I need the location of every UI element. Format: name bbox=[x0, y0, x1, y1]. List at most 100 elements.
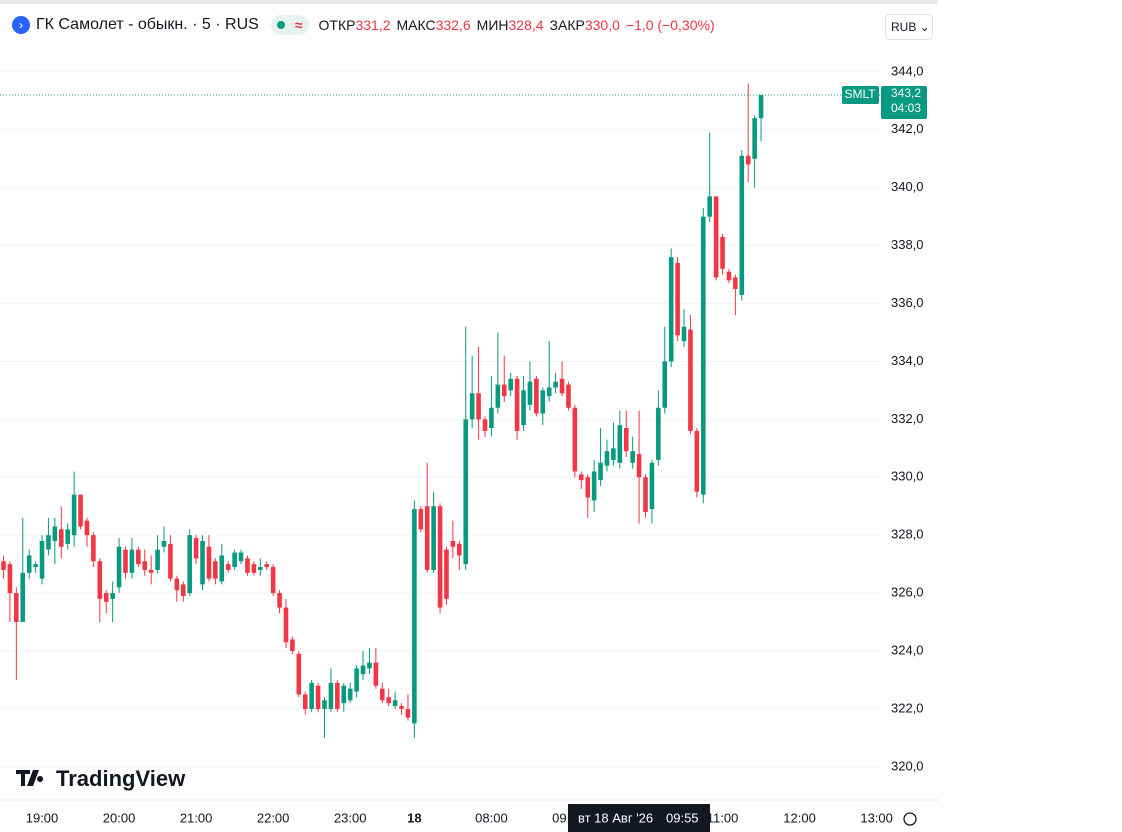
candle-body bbox=[495, 384, 501, 408]
candle-body bbox=[623, 428, 629, 452]
high-label: МАКС bbox=[396, 17, 436, 33]
candle-body bbox=[58, 529, 64, 547]
candle-body bbox=[694, 430, 700, 492]
symbol[interactable]: ГК Самолет - обыкн. · 5 · RUS bbox=[36, 16, 259, 33]
candle-body bbox=[643, 477, 648, 513]
candle-body bbox=[752, 118, 757, 159]
candle-body bbox=[598, 462, 603, 481]
candle-body bbox=[514, 378, 520, 431]
candle-body bbox=[713, 196, 719, 278]
candle-body bbox=[168, 543, 173, 579]
candle-body bbox=[566, 384, 571, 408]
x-tick-label: 23:00 bbox=[334, 810, 367, 825]
low-label: МИН bbox=[476, 17, 509, 33]
candle-body bbox=[302, 694, 308, 709]
candle-body bbox=[1, 561, 6, 570]
candle-body bbox=[335, 682, 340, 709]
candle-body bbox=[270, 567, 276, 594]
candle-body bbox=[52, 526, 58, 541]
candle-body bbox=[630, 451, 635, 463]
candle-body bbox=[309, 682, 314, 709]
candle-body bbox=[296, 653, 302, 695]
candle-body bbox=[636, 454, 642, 478]
y-tick-label: 334,0 bbox=[891, 353, 924, 368]
change-value: −1,0 (−0,30%) bbox=[625, 17, 715, 33]
y-tick-label: 338,0 bbox=[891, 237, 924, 252]
candle-body bbox=[591, 471, 597, 501]
candle-body bbox=[553, 381, 558, 388]
candle-body bbox=[264, 564, 270, 568]
candle-body bbox=[617, 425, 623, 463]
candle-body bbox=[668, 257, 674, 362]
watermark: TradingView bbox=[16, 766, 186, 791]
x-tick-label: 19:00 bbox=[26, 810, 59, 825]
candle-body bbox=[116, 546, 122, 588]
candle-body bbox=[501, 384, 507, 397]
y-tick-label: 328,0 bbox=[891, 527, 924, 542]
x-tick-label: 21:00 bbox=[180, 810, 213, 825]
currency-select[interactable]: RUB ⌄ bbox=[885, 14, 933, 40]
y-tick-label: 344,0 bbox=[891, 63, 924, 78]
candle-body bbox=[315, 685, 321, 709]
candle-body bbox=[649, 462, 655, 510]
candle-body bbox=[148, 569, 154, 573]
candle-body bbox=[700, 216, 706, 495]
x-tick-label: 20:00 bbox=[103, 810, 136, 825]
candle-body bbox=[136, 549, 141, 565]
y-tick-label: 326,0 bbox=[891, 585, 924, 600]
candle-body bbox=[238, 552, 244, 562]
crosshair-time: 09:55 bbox=[666, 810, 699, 825]
candle-body bbox=[412, 509, 417, 724]
candle-body bbox=[546, 387, 552, 397]
crosshair-date: вт 18 Авг '26 bbox=[578, 810, 653, 825]
x-tick-label: 12:00 bbox=[783, 810, 816, 825]
candle-body bbox=[392, 700, 398, 707]
y-tick-label: 340,0 bbox=[891, 179, 924, 194]
candle-body bbox=[14, 593, 19, 623]
y-tick-label: 324,0 bbox=[891, 642, 924, 657]
candle-body bbox=[142, 561, 148, 570]
candle-body bbox=[232, 552, 237, 568]
x-tick-label: 18 bbox=[407, 810, 421, 825]
candle-body bbox=[283, 607, 289, 643]
settings-icon[interactable] bbox=[903, 812, 917, 826]
candle-body bbox=[476, 393, 481, 420]
candle-body bbox=[585, 477, 591, 498]
candle-body bbox=[688, 329, 693, 431]
y-tick-label: 330,0 bbox=[891, 469, 924, 484]
x-tick-label: 13:00 bbox=[860, 810, 893, 825]
candle-body bbox=[450, 540, 456, 547]
ticker-box bbox=[842, 86, 879, 105]
candle-body bbox=[726, 271, 732, 281]
candle-body bbox=[78, 494, 83, 527]
candle-body bbox=[540, 390, 546, 414]
candle-body bbox=[418, 509, 424, 530]
candle-body bbox=[662, 361, 668, 408]
symbol-icon[interactable]: › bbox=[12, 16, 30, 34]
candle-body bbox=[604, 451, 610, 466]
tv-logo bbox=[16, 770, 44, 786]
candle-body bbox=[187, 535, 192, 594]
candle-body bbox=[559, 378, 565, 394]
candle-body bbox=[328, 682, 334, 709]
y-tick-label: 332,0 bbox=[891, 411, 924, 426]
candle-body bbox=[277, 593, 282, 608]
candle-body bbox=[7, 564, 13, 594]
candle-body bbox=[469, 393, 475, 420]
status-pill[interactable]: ≈ bbox=[270, 15, 309, 35]
candle-body bbox=[103, 593, 109, 602]
candle-body bbox=[611, 448, 616, 460]
candle-body bbox=[431, 506, 436, 570]
candle-body bbox=[26, 555, 32, 573]
candle-body bbox=[245, 558, 250, 573]
close-value: 330,0 bbox=[584, 17, 620, 33]
candle-body bbox=[110, 593, 115, 599]
open-label: ОТКР bbox=[318, 17, 356, 33]
candle-body bbox=[463, 419, 469, 565]
candle-body bbox=[341, 685, 347, 704]
candle-body bbox=[437, 506, 443, 608]
candle-body bbox=[527, 381, 533, 405]
candle-body bbox=[745, 155, 751, 165]
